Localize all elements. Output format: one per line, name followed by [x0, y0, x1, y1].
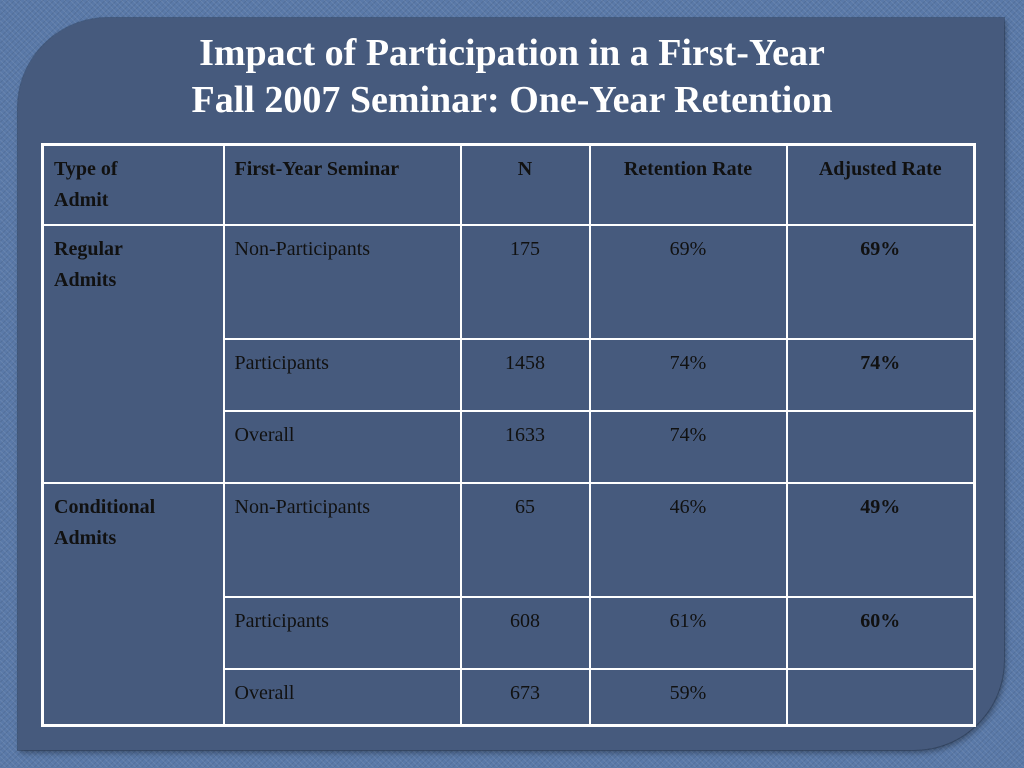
table-row: Overall 673 59% — [43, 668, 976, 726]
table-row: Conditional Admits Non-Participants 65 4… — [41, 482, 976, 726]
seminar-cell: Non-Participants — [222, 224, 462, 340]
n-cell: 608 — [459, 596, 591, 670]
adjusted-cell: 60% — [785, 596, 976, 670]
header-first-year-seminar: First-Year Seminar — [222, 143, 462, 226]
adjusted-cell — [785, 668, 976, 726]
group-label-line-1: Conditional — [54, 496, 156, 518]
group-label-line-2: Admits — [54, 269, 117, 291]
header-retention-rate: Retention Rate — [588, 143, 788, 226]
table-row: Participants 608 61% 60% — [43, 596, 976, 670]
seminar-cell: Overall — [222, 410, 462, 484]
n-cell: 1458 — [459, 338, 591, 412]
table-header-row: Type of Admit First-Year Seminar N Reten… — [41, 143, 976, 226]
header-adjusted-rate: Adjusted Rate — [785, 143, 976, 226]
table-row: Overall 1633 74% — [43, 410, 976, 484]
retention-cell: 59% — [588, 668, 788, 726]
seminar-cell: Participants — [222, 338, 462, 412]
table-row: Participants 1458 74% 74% — [43, 338, 976, 412]
seminar-cell: Participants — [222, 596, 462, 670]
group-label-regular-admits: Regular Admits — [41, 224, 225, 484]
table-row: Regular Admits Non-Participants 175 69% … — [41, 224, 976, 484]
adjusted-cell: 69% — [785, 224, 976, 340]
n-cell: 65 — [459, 482, 591, 598]
retention-cell: 69% — [588, 224, 788, 340]
seminar-cell: Overall — [222, 668, 462, 726]
slide-title-line-1: Impact of Participation in a First-Year — [199, 32, 825, 74]
group-label-line-2: Admits — [54, 527, 117, 549]
slide-title: Impact of Participation in a First-Year … — [0, 30, 1024, 124]
slide-title-line-2: Fall 2007 Seminar: One-Year Retention — [191, 79, 833, 121]
seminar-cell: Non-Participants — [222, 482, 462, 598]
header-type-of-admit: Type of Admit — [41, 143, 225, 226]
group-label-line-1: Regular — [54, 238, 123, 260]
adjusted-cell — [785, 410, 976, 484]
header-type-of-admit-line-2: Admit — [54, 189, 109, 211]
adjusted-cell: 49% — [785, 482, 976, 598]
header-type-of-admit-line-1: Type of — [54, 158, 118, 180]
retention-cell: 74% — [588, 410, 788, 484]
group-label-conditional-admits: Conditional Admits — [41, 482, 225, 726]
header-n: N — [459, 143, 591, 226]
n-cell: 673 — [459, 668, 591, 726]
n-cell: 175 — [459, 224, 591, 340]
retention-table: Type of Admit First-Year Seminar N Reten… — [41, 143, 976, 727]
retention-cell: 46% — [588, 482, 788, 598]
n-cell: 1633 — [459, 410, 591, 484]
adjusted-cell: 74% — [785, 338, 976, 412]
retention-cell: 74% — [588, 338, 788, 412]
retention-cell: 61% — [588, 596, 788, 670]
